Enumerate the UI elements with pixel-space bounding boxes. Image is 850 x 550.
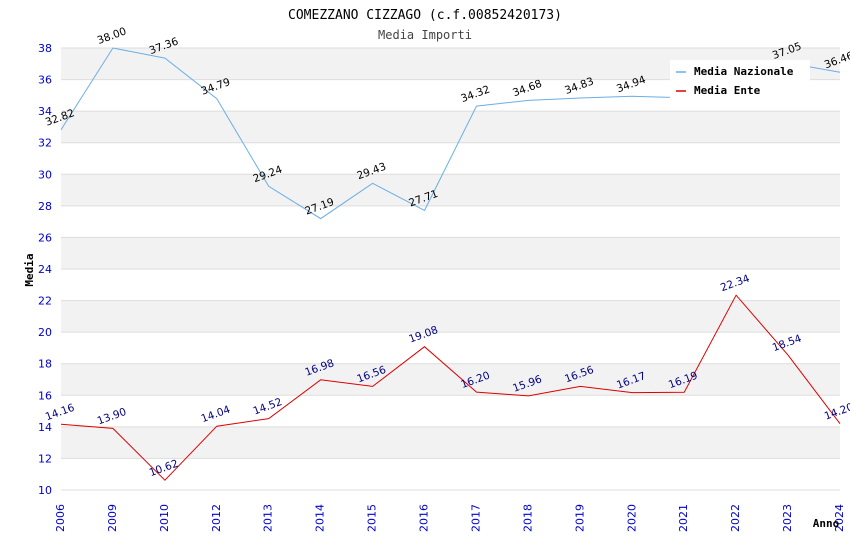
chart-title: COMEZZANO CIZZAGO (c.f.00852420173) xyxy=(288,8,562,23)
y-tick-label: 38 xyxy=(38,42,52,55)
chart-subtitle: Media Importi xyxy=(378,28,472,42)
grid-band xyxy=(61,205,840,238)
x-tick-label: 2019 xyxy=(573,504,586,532)
x-tick-label: 2021 xyxy=(677,504,690,532)
y-tick-label: 34 xyxy=(38,105,52,118)
y-axis-ticks: 10 12 14 16 18 20 22 24 26 28 30 32 34 36 38 xyxy=(38,42,52,497)
grid-band xyxy=(61,269,840,301)
y-tick-label: 30 xyxy=(38,168,52,181)
legend: Media Nazionale Media Ente xyxy=(670,60,810,102)
grid-band xyxy=(61,237,840,269)
y-tick-label: 12 xyxy=(38,452,52,465)
grid-band xyxy=(61,111,840,143)
legend-entry-media-ente: Media Ente xyxy=(694,84,761,97)
x-axis-label: Anno xyxy=(813,517,840,530)
x-tick-label: 2014 xyxy=(314,504,327,532)
y-tick-label: 36 xyxy=(38,74,52,87)
y-tick-label: 10 xyxy=(38,484,52,497)
legend-background xyxy=(670,60,810,102)
y-tick-label: 22 xyxy=(38,295,52,308)
x-tick-label: 2009 xyxy=(106,504,119,532)
x-tick-label: 2013 xyxy=(262,504,275,532)
series-line-media-ente xyxy=(60,294,841,481)
x-tick-label: 2022 xyxy=(729,504,742,532)
grid-band xyxy=(61,332,840,364)
x-tick-label: 2010 xyxy=(158,504,171,532)
x-tick-label: 2018 xyxy=(521,504,534,532)
y-tick-label: 16 xyxy=(38,389,52,402)
grid-band xyxy=(61,363,840,396)
data-label: 38.00 xyxy=(96,25,128,47)
y-axis-label: Media xyxy=(23,253,36,286)
x-tick-label: 2017 xyxy=(469,504,482,532)
x-tick-label: 2023 xyxy=(781,504,794,532)
x-tick-label: 2020 xyxy=(625,504,638,532)
grid-band xyxy=(61,395,840,427)
x-tick-label: 2024 xyxy=(833,504,846,532)
grid-lines xyxy=(61,47,840,491)
y-tick-label: 26 xyxy=(38,231,52,244)
grid-bands xyxy=(61,48,840,490)
x-tick-label: 2016 xyxy=(418,504,431,532)
grid-band xyxy=(61,174,840,206)
grid-band xyxy=(61,300,840,333)
x-tick-label: 2012 xyxy=(210,504,223,532)
y-tick-label: 20 xyxy=(38,326,52,339)
y-tick-label: 24 xyxy=(38,263,52,276)
y-tick-label: 28 xyxy=(38,200,52,213)
grid-band xyxy=(61,458,840,490)
legend-entry-media-nazionale: Media Nazionale xyxy=(694,65,794,78)
grid-band xyxy=(61,426,840,459)
y-tick-label: 32 xyxy=(38,137,52,150)
y-tick-label: 14 xyxy=(38,421,52,434)
y-tick-label: 18 xyxy=(38,358,52,371)
x-tick-label: 2015 xyxy=(366,504,379,532)
x-tick-label: 2006 xyxy=(54,504,67,532)
x-axis-ticks: 2006 2009 2010 2012 2013 2014 2015 2016 2017 2018… xyxy=(54,504,846,532)
